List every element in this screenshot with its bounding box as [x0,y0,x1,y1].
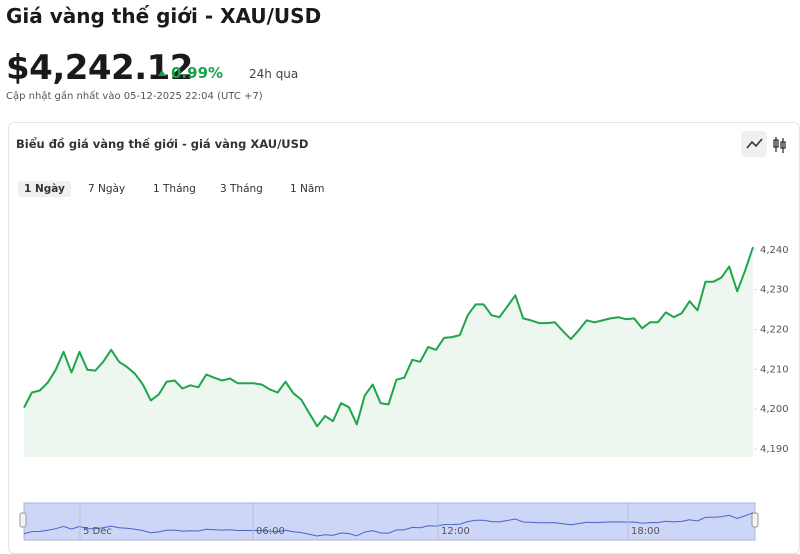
navigator-handle[interactable] [19,512,27,528]
navigator-handle[interactable] [751,512,759,528]
navigator-label: 5 Dec [83,526,112,537]
range-tab[interactable]: 1 Năm [290,183,325,195]
chart-title: Biểu đồ giá vàng thế giới - giá vàng XAU… [16,137,309,151]
change-period: 24h qua [249,67,299,81]
y-tick-label: 4,210 [760,364,789,375]
y-tick-label: 4,200 [760,404,789,415]
line-icon [746,138,763,149]
range-tab[interactable]: 1 Ngày [18,181,71,197]
price-change: 0.99% [158,64,223,82]
updated-time: Cập nhật gần nhất vào 05-12-2025 22:04 (… [6,91,263,102]
y-tick-label: 4,190 [760,444,789,455]
y-tick-label: 4,220 [760,325,789,336]
area [24,247,753,457]
y-tick-label: 4,240 [760,245,789,256]
range-tab[interactable]: 1 Tháng [153,183,196,195]
navigator-line [23,512,754,537]
navigator-label: 12:00 [441,526,470,537]
y-tick-label: 4,230 [760,285,789,296]
page-title: Giá vàng thế giới - XAU/USD [6,4,322,28]
navigator-label: 06:00 [256,526,285,537]
price-line [23,246,754,428]
range-tab[interactable]: 7 Ngày [88,183,126,195]
navigator-label: 18:00 [631,526,660,537]
candle-icon [773,137,786,153]
range-tab[interactable]: 3 Tháng [220,183,263,195]
